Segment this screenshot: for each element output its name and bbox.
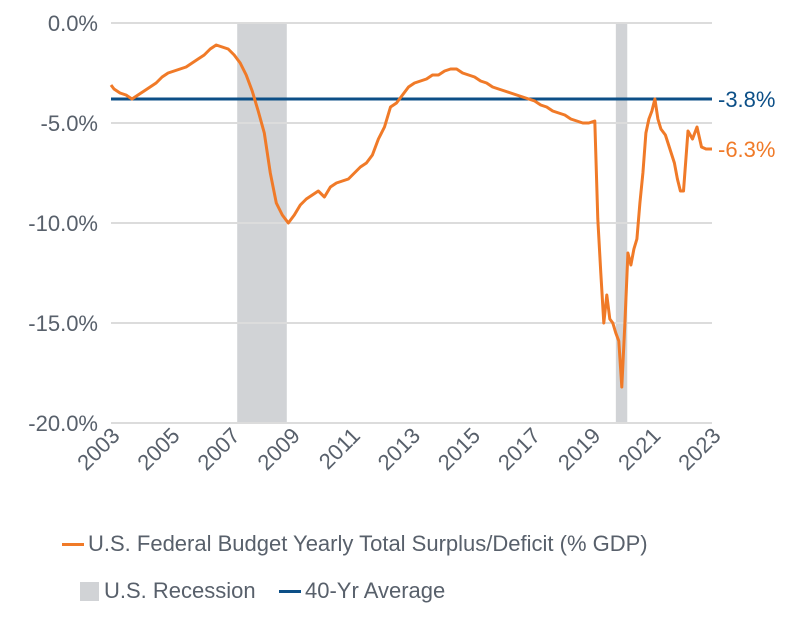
legend-swatch-deficit xyxy=(62,542,84,546)
end-labels: -3.8% -6.3% xyxy=(718,87,775,162)
x-tick-label: 2023 xyxy=(673,423,725,475)
x-tick-label: 2007 xyxy=(192,423,244,475)
legend-item-deficit: U.S. Federal Budget Yearly Total Surplus… xyxy=(62,531,648,557)
y-axis-tick-labels: 0.0% -5.0% -10.0% -15.0% -20.0% xyxy=(28,11,98,436)
x-tick-label: 2009 xyxy=(253,423,305,475)
x-tick-label: 2021 xyxy=(613,423,665,475)
legend-swatch-average xyxy=(279,589,301,593)
y-tick-label: -10.0% xyxy=(28,211,98,236)
average-end-label: -3.8% xyxy=(718,87,775,112)
y-tick-label: -20.0% xyxy=(28,411,98,436)
gridlines xyxy=(111,22,712,424)
y-tick-label: 0.0% xyxy=(48,11,98,36)
deficit-end-label: -6.3% xyxy=(718,137,775,162)
legend-item-average: 40-Yr Average xyxy=(279,578,445,604)
legend-label-average: 40-Yr Average xyxy=(305,578,446,603)
x-axis-tick-labels: 2003 2005 2007 2009 2011 2013 2015 2017 2019 2021… xyxy=(72,423,725,475)
series-group xyxy=(109,43,712,389)
legend-item-recession: U.S. Recession xyxy=(80,578,256,604)
y-tick-label: -15.0% xyxy=(28,311,98,336)
y-tick-label: -5.0% xyxy=(41,111,98,136)
x-tick-label: 2005 xyxy=(132,423,184,475)
deficit-line xyxy=(109,43,712,389)
x-tick-label: 2013 xyxy=(373,423,425,475)
legend-swatch-recession xyxy=(80,581,99,601)
x-tick-label: 2017 xyxy=(493,423,545,475)
x-tick-label: 2015 xyxy=(433,423,485,475)
legend-label-recession: U.S. Recession xyxy=(104,578,256,603)
legend-label-deficit: U.S. Federal Budget Yearly Total Surplus… xyxy=(88,531,648,556)
x-tick-label: 2019 xyxy=(553,423,605,475)
chart: 0.0% -5.0% -10.0% -15.0% -20.0% 2003 2005 2007… xyxy=(28,11,775,475)
x-tick-label: 2011 xyxy=(314,423,365,474)
